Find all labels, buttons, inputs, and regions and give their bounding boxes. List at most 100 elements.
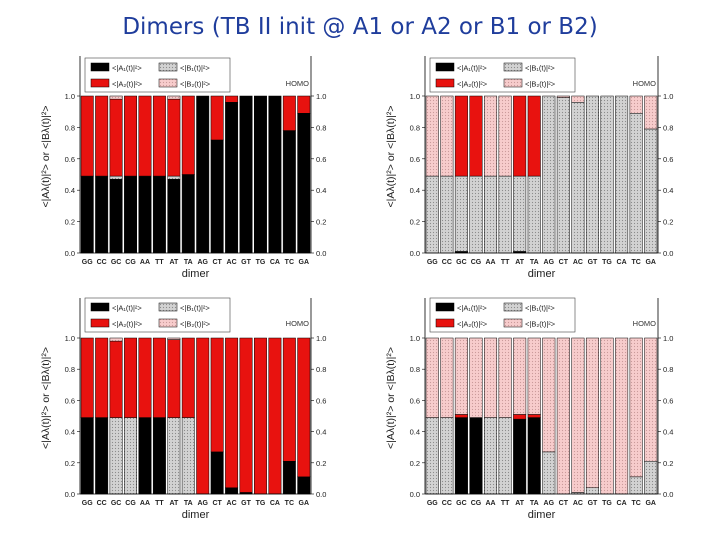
bar-segment-B1-AT	[513, 175, 527, 252]
bar-segment-A1-AG	[196, 95, 210, 254]
bar-segment-B1-CC	[440, 175, 454, 254]
y-tick-label-right: 0.0	[663, 490, 673, 499]
x-tick-label: CT	[212, 259, 222, 266]
bar-segment-B2-AA	[484, 95, 498, 177]
bar-segment-B1-GC	[454, 175, 468, 252]
x-tick-label: CC	[442, 500, 452, 507]
bar-segment-A2-TA	[527, 414, 541, 418]
bar-segment-A2-GA	[297, 95, 311, 114]
bar-segment-A1-GC	[454, 417, 468, 495]
y-axis-title: <|Aλ(t)|²> or <|Bλ(t)|²>	[385, 106, 397, 208]
legend-swatch-B1	[158, 62, 178, 72]
x-tick-label: TC	[631, 500, 640, 507]
legend-label-B1: <|B₁(t)|²>	[525, 64, 555, 73]
bar-segment-B2-CC	[440, 337, 454, 418]
y-tick-label-left: 0.8	[410, 365, 420, 374]
x-tick-label: CC	[97, 500, 107, 507]
bar-segment-B1-GA	[644, 460, 658, 495]
y-tick-label-left: 0.0	[410, 249, 420, 258]
y-tick-label-left: 0.4	[65, 186, 75, 195]
x-tick-label: TC	[285, 500, 294, 507]
bar-segment-A2-CT	[210, 95, 224, 141]
bar-segment-A1-CG	[124, 175, 137, 254]
x-tick-label: TC	[285, 259, 294, 266]
x-tick-label: CT	[559, 500, 569, 507]
y-tick-label-left: 0.0	[410, 490, 420, 499]
bar-segment-A2-AA	[138, 337, 152, 418]
x-tick-label: AG	[544, 500, 555, 507]
bar-segment-A2-AA	[138, 95, 152, 177]
bar-segment-B1-AT	[167, 175, 181, 180]
y-tick-label-left: 0.6	[410, 155, 420, 164]
y-tick-label-left: 0.2	[410, 218, 420, 227]
bar-segment-A1-AA	[138, 417, 152, 495]
bar-segment-A2-AT	[513, 414, 527, 420]
y-tick-label-left: 0.8	[410, 123, 420, 132]
bar-segment-A1-TA	[181, 174, 195, 254]
y-tick-label-right: 0.4	[316, 186, 326, 195]
y-axis-title: <|Aλ(t)|²> or <|Bλ(t)|²>	[385, 347, 397, 449]
y-tick-label-left: 0.8	[65, 123, 75, 132]
bar-segment-B1-CG	[469, 175, 483, 254]
x-tick-label: TT	[501, 259, 510, 266]
bar-segment-A2-CA	[268, 337, 282, 495]
legend-label-B1: <|B₁(t)|²>	[525, 304, 555, 313]
y-tick-label-right: 1.0	[663, 334, 673, 343]
bar-segment-A1-TC	[282, 130, 296, 254]
y-tick-label-left: 0.2	[410, 459, 420, 468]
legend-swatch-B1	[503, 62, 523, 72]
y-tick-label-left: 0.6	[65, 396, 75, 405]
x-tick-label: AT	[169, 500, 179, 507]
bar-segment-B2-GC	[454, 337, 468, 415]
corner-label: HOMO	[633, 79, 656, 88]
legend-swatch-B2	[503, 318, 523, 328]
x-tick-label: GA	[299, 259, 310, 266]
y-tick-label-right: 0.0	[663, 249, 673, 258]
x-tick-label: CA	[617, 259, 627, 266]
chart-panel-2: <|A₁(t)|²> <|B₁(t)|²> <|A₂(t)|²> <|B₂(t)|²>…	[385, 56, 673, 280]
bar-segment-B2-TC	[629, 95, 643, 114]
x-tick-label: TG	[602, 500, 612, 507]
bar-segment-B2-GT	[585, 337, 599, 489]
y-tick-label-right: 0.8	[663, 365, 673, 374]
x-tick-label: CG	[125, 259, 136, 266]
bar-segment-A2-AT	[167, 98, 181, 177]
x-tick-label: GT	[588, 500, 598, 507]
bar-segment-B1-TC	[629, 476, 643, 495]
y-tick-label-left: 0.8	[65, 365, 75, 374]
bar-segment-B2-TT	[498, 337, 512, 418]
legend-label-A1: <|A₁(t)|²>	[112, 64, 142, 73]
bar-segment-B2-AA	[484, 337, 498, 418]
bar-segment-B2-TT	[498, 95, 512, 177]
bar-segment-B1-AT	[167, 417, 181, 495]
y-tick-label-right: 1.0	[663, 92, 673, 101]
bar-segment-B1-AC	[571, 102, 585, 254]
y-tick-label-left: 0.2	[65, 459, 75, 468]
bar-segment-B1-TC	[629, 113, 643, 254]
legend-label-A2: <|A₂(t)|²>	[457, 320, 488, 329]
legend-label-A1: <|A₁(t)|²>	[457, 64, 487, 73]
bar-segment-A2-AC	[225, 95, 239, 103]
x-tick-label: AA	[140, 500, 150, 507]
bar-segment-A2-TT	[152, 337, 166, 418]
bar-segment-B1-CT	[556, 97, 570, 254]
bar-segment-A1-GG	[80, 175, 94, 254]
x-tick-label: TA	[184, 500, 193, 507]
bar-segment-B1-TA	[181, 417, 195, 495]
x-tick-label: GC	[456, 500, 467, 507]
bar-segment-A2-AT	[167, 339, 181, 418]
bar-segment-A2-GC	[109, 98, 123, 177]
bar-segment-A1-CC	[95, 417, 109, 495]
x-tick-label: GG	[427, 259, 438, 266]
bar-segment-B2-AC	[571, 95, 585, 103]
legend-label-A1: <|A₁(t)|²>	[112, 304, 142, 313]
bar-segment-B2-CC	[440, 95, 454, 177]
x-tick-label: CT	[212, 500, 222, 507]
y-tick-label-left: 0.4	[410, 428, 420, 437]
x-tick-label: CC	[97, 259, 107, 266]
bar-segment-A2-CG	[469, 95, 483, 177]
x-axis-title: dimer	[182, 268, 210, 280]
bar-segment-B2-CG	[469, 337, 483, 418]
legend-swatch-A1	[90, 302, 110, 312]
